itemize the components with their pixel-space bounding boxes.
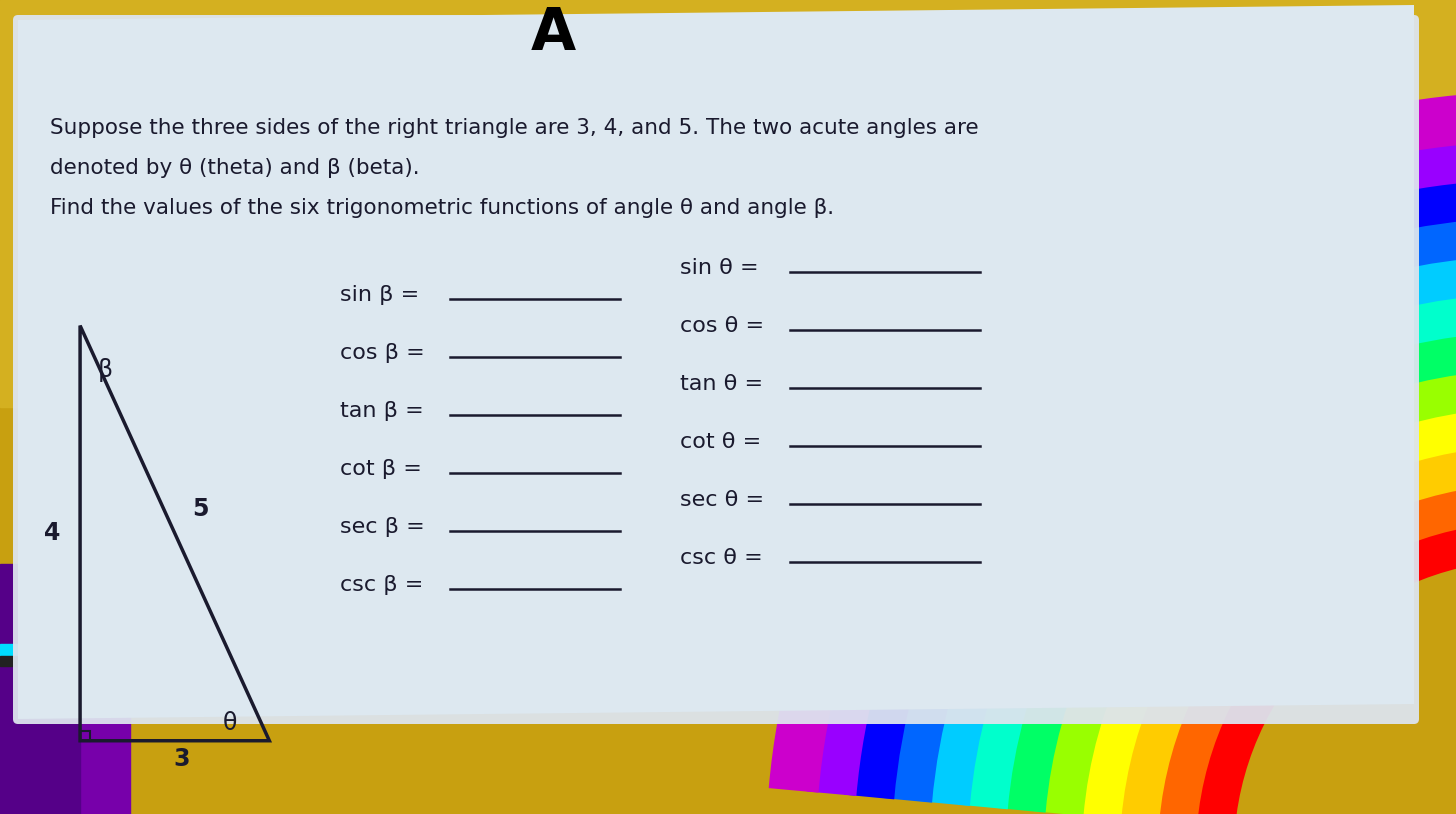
Text: 3: 3 [173,746,191,771]
FancyBboxPatch shape [13,15,1420,724]
Text: csc β =: csc β = [341,575,424,595]
Text: β: β [98,358,112,383]
Text: cot β =: cot β = [341,459,422,479]
Bar [0,654,130,814]
Text: 5: 5 [192,497,210,521]
Text: denoted by θ (theta) and β (beta).: denoted by θ (theta) and β (beta). [50,158,419,178]
Bar [0,564,80,814]
Polygon shape [17,5,1414,719]
Text: cot θ =: cot θ = [680,432,761,452]
Text: Suppose the three sides of the right triangle are 3, 4, and 5. The two acute ang: Suppose the three sides of the right tri… [50,118,978,138]
Text: cos θ =: cos θ = [680,316,764,336]
Text: sec β =: sec β = [341,517,425,537]
Text: 4: 4 [44,521,61,545]
Text: csc θ =: csc θ = [680,548,763,568]
Bar [0,644,199,656]
Text: A: A [531,5,575,62]
Text: cos β =: cos β = [341,343,425,363]
Text: θ: θ [223,711,237,735]
Bar [80,731,90,741]
Text: Find the values of the six trigonometric functions of angle θ and angle β.: Find the values of the six trigonometric… [50,198,834,218]
Text: tan β =: tan β = [341,401,424,421]
Text: tan θ =: tan θ = [680,374,763,394]
Bar [0,656,181,666]
Bar [0,0,1456,407]
Text: sin θ =: sin θ = [680,258,759,278]
Text: sin β =: sin β = [341,285,419,305]
Text: sec θ =: sec θ = [680,490,764,510]
